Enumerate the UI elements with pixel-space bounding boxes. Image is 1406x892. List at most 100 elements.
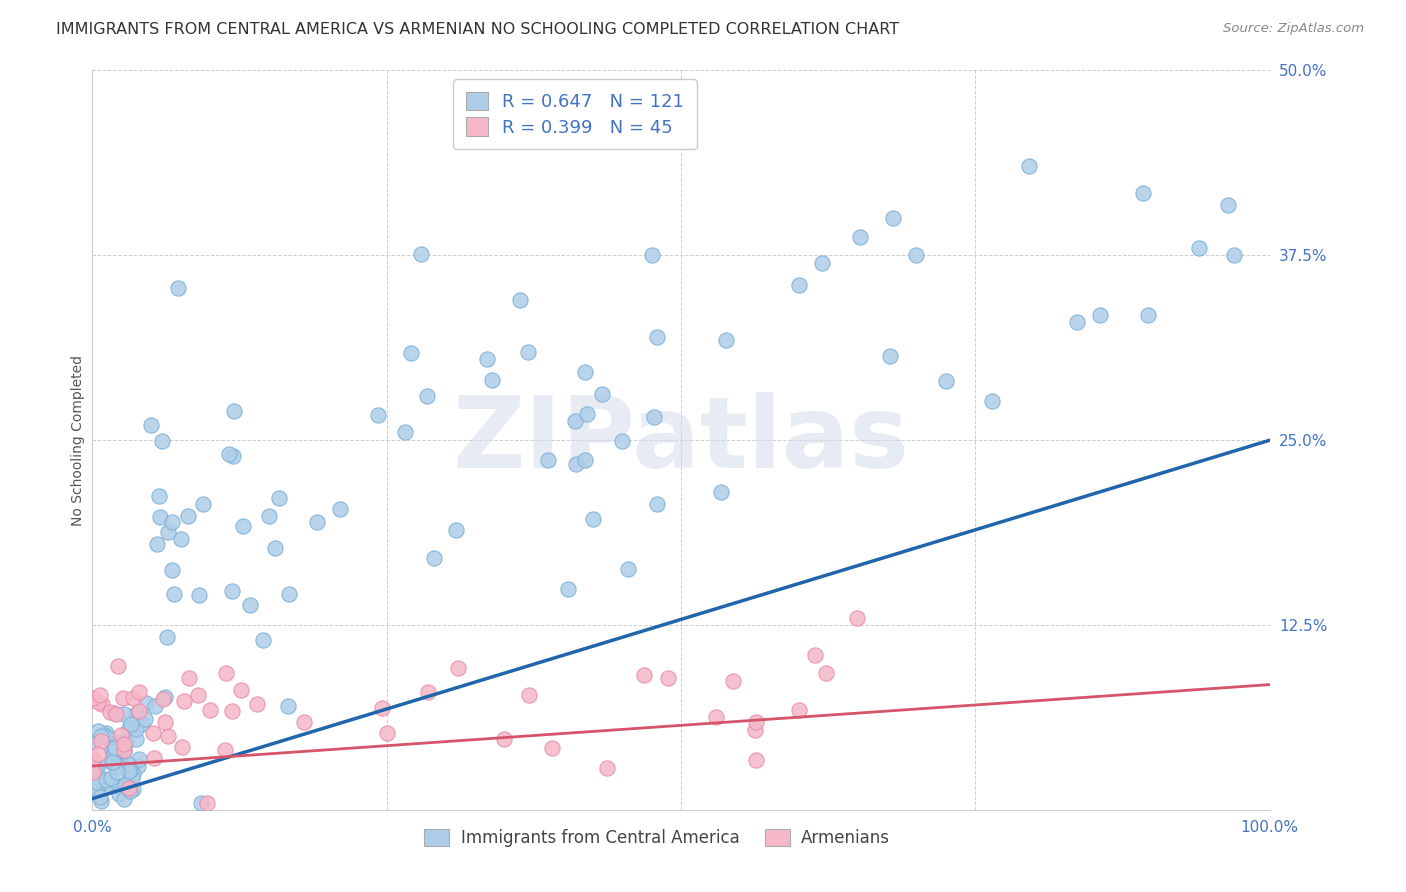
Point	[814, 665, 837, 680]
Point	[153, 714, 176, 729]
Point	[103, 706, 125, 720]
Point	[157, 729, 180, 743]
Point	[574, 453, 596, 467]
Point	[582, 512, 605, 526]
Point	[120, 763, 142, 777]
Point	[879, 349, 901, 363]
Point	[541, 740, 564, 755]
Point	[117, 781, 139, 796]
Point	[481, 373, 503, 387]
Point	[557, 582, 579, 596]
Point	[269, 491, 291, 505]
Point	[86, 695, 108, 709]
Point	[117, 780, 139, 795]
Point	[114, 778, 136, 792]
Point	[142, 725, 165, 739]
Point	[149, 509, 172, 524]
Point	[90, 794, 112, 808]
Point	[170, 739, 193, 754]
Point	[112, 791, 135, 805]
Point	[935, 374, 957, 388]
Point	[179, 671, 201, 685]
Point	[103, 756, 125, 770]
Point	[188, 588, 211, 602]
Point	[187, 688, 209, 702]
Point	[89, 790, 111, 805]
Point	[115, 734, 138, 748]
Point	[198, 703, 221, 717]
Point	[118, 721, 141, 735]
Point	[574, 366, 596, 380]
Point	[112, 738, 135, 752]
Point	[170, 532, 193, 546]
Point	[252, 632, 274, 647]
Point	[564, 413, 586, 427]
Point	[101, 742, 124, 756]
Point	[128, 685, 150, 699]
Point	[375, 726, 398, 740]
Point	[96, 726, 118, 740]
Point	[108, 780, 131, 794]
Point	[447, 661, 470, 675]
Text: IMMIGRANTS FROM CENTRAL AMERICA VS ARMENIAN NO SCHOOLING COMPLETED CORRELATION C: IMMIGRANTS FROM CENTRAL AMERICA VS ARMEN…	[56, 22, 900, 37]
Point	[104, 707, 127, 722]
Point	[150, 434, 173, 448]
Point	[846, 611, 869, 625]
Point	[141, 418, 163, 433]
Point	[125, 731, 148, 746]
Point	[221, 704, 243, 718]
Point	[156, 525, 179, 540]
Point	[645, 329, 668, 343]
Point	[87, 747, 110, 761]
Legend: Immigrants from Central America, Armenians: Immigrants from Central America, Armenia…	[418, 822, 897, 854]
Point	[787, 703, 810, 717]
Point	[416, 389, 439, 403]
Point	[517, 688, 540, 702]
Point	[122, 781, 145, 796]
Point	[215, 666, 238, 681]
Point	[218, 447, 240, 461]
Point	[565, 457, 588, 471]
Point	[112, 691, 135, 706]
Point	[173, 694, 195, 708]
Point	[94, 772, 117, 787]
Y-axis label: No Schooling Completed: No Schooling Completed	[72, 355, 86, 525]
Point	[596, 761, 619, 775]
Point	[87, 724, 110, 739]
Point	[981, 394, 1004, 409]
Point	[100, 755, 122, 769]
Point	[329, 502, 352, 516]
Point	[612, 434, 634, 448]
Point	[231, 518, 253, 533]
Point	[117, 757, 139, 772]
Point	[148, 489, 170, 503]
Point	[143, 698, 166, 713]
Point	[125, 706, 148, 721]
Point	[117, 763, 139, 777]
Point	[107, 659, 129, 673]
Point	[131, 716, 153, 731]
Point	[401, 345, 423, 359]
Point	[82, 752, 104, 766]
Point	[108, 753, 131, 767]
Point	[591, 386, 613, 401]
Point	[1137, 308, 1160, 322]
Point	[112, 743, 135, 757]
Point	[229, 683, 252, 698]
Point	[86, 763, 108, 777]
Point	[1066, 315, 1088, 329]
Point	[98, 705, 121, 719]
Point	[641, 248, 664, 262]
Point	[103, 746, 125, 760]
Point	[367, 408, 389, 422]
Point	[475, 351, 498, 366]
Point	[1188, 241, 1211, 255]
Point	[100, 771, 122, 785]
Point	[128, 751, 150, 765]
Point	[704, 710, 727, 724]
Point	[394, 425, 416, 439]
Point	[537, 453, 560, 467]
Point	[516, 344, 538, 359]
Point	[710, 485, 733, 500]
Point	[125, 722, 148, 736]
